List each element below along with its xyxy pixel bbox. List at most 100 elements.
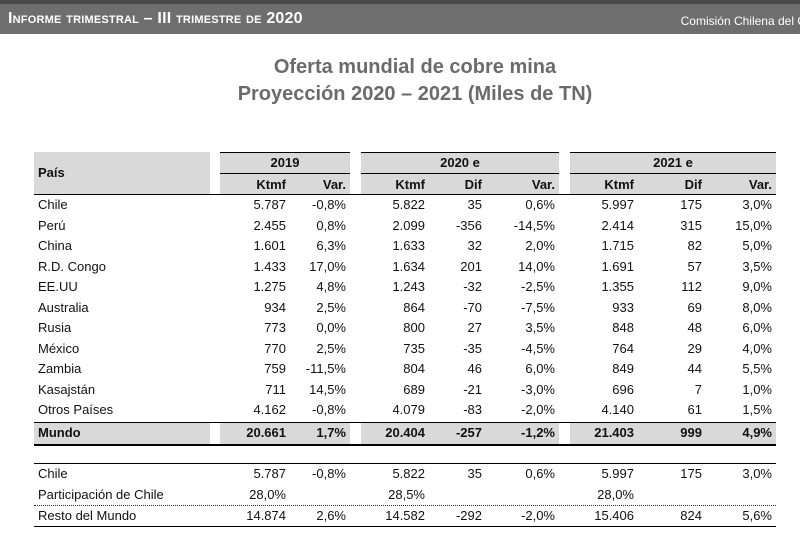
- row-dif-2021: 112: [681, 279, 702, 294]
- row-ktmf-2019: 770: [264, 341, 286, 356]
- row-var-2020: 2,0%: [525, 238, 555, 253]
- row-dif-2021: 175: [680, 197, 702, 212]
- row-var-2019: 17,0%: [309, 259, 346, 274]
- row-country: Otros Países: [38, 402, 114, 417]
- summary-chile-var-2019: -0,8%: [312, 466, 346, 481]
- row-var-2020: 0,6%: [525, 197, 555, 212]
- total-ktmf-2020: 20.404: [385, 425, 425, 440]
- row-ktmf-2019: 5.787: [253, 197, 286, 212]
- row-var-2019: 4,8%: [316, 279, 346, 294]
- rule-summary-top: [34, 463, 776, 464]
- row-var-2021: 5,0%: [742, 238, 772, 253]
- row-var-2019: -11,5%: [305, 361, 346, 376]
- row-var-2020: -7,5%: [521, 300, 555, 315]
- row-dif-2020: -70: [463, 300, 482, 315]
- row-country: R.D. Congo: [38, 259, 106, 274]
- row-dif-2020: 27: [467, 320, 482, 335]
- summary-chile-ktmf-2019: 5.787: [253, 466, 286, 481]
- rule-top-2019: [220, 152, 350, 153]
- row-ktmf-2020: 1.633: [392, 238, 425, 253]
- row-dif-2020: 32: [467, 238, 482, 253]
- total-country: Mundo: [38, 425, 81, 440]
- row-var-2021: 8,0%: [742, 300, 772, 315]
- row-dif-2021: 29: [687, 341, 702, 356]
- row-dif-2020: 201: [460, 259, 482, 274]
- subheader-ktmf-2019: Ktmf: [256, 177, 286, 192]
- subheader-var-2019: Var.: [322, 177, 346, 192]
- row-ktmf-2019: 1.275: [253, 279, 286, 294]
- total-ktmf-2019: 20.661: [246, 425, 286, 440]
- row-ktmf-2020: 864: [403, 300, 425, 315]
- year-2019-header: 2019: [270, 155, 300, 170]
- summary-rest-var-2021: 5,6%: [742, 508, 772, 523]
- subheader-dif-2020: Dif: [464, 177, 482, 192]
- rule-year-2019: [220, 173, 350, 174]
- row-ktmf-2020: 1.243: [392, 279, 425, 294]
- rule-before-total: [34, 422, 776, 423]
- row-ktmf-2020: 1.634: [392, 259, 425, 274]
- organization-name: Comisión Chilena del C: [680, 14, 800, 28]
- total-bg-country: [34, 423, 210, 444]
- row-var-2021: 6,0%: [742, 320, 772, 335]
- country-column-header: País: [38, 165, 65, 180]
- total-var-2020: -1,2%: [521, 425, 555, 440]
- table-subtitle: Proyección 2020 – 2021 (Miles de TN): [237, 83, 593, 105]
- total-dif-2021: 999: [680, 425, 702, 440]
- row-dif-2020: 35: [467, 197, 482, 212]
- report-banner: Informe trimestral – III trimestre de 20…: [0, 0, 800, 34]
- row-var-2019: 0,8%: [316, 218, 346, 233]
- rule-header-bottom: [34, 194, 776, 195]
- row-country: Rusia: [38, 320, 72, 335]
- row-country: Australia: [38, 300, 89, 315]
- summary-rest-dif-2021: 824: [680, 508, 702, 523]
- summary-rest-var-2019: 2,6%: [316, 508, 346, 523]
- row-dif-2021: 315: [680, 218, 702, 233]
- total-bg-2020: [361, 423, 559, 444]
- row-ktmf-2019: 4.162: [253, 402, 286, 417]
- total-bg-2021: [570, 423, 776, 444]
- row-country: Perú: [38, 218, 66, 233]
- row-var-2020: -4,5%: [521, 341, 555, 356]
- summary-share-2021: 28,0%: [597, 487, 634, 502]
- row-ktmf-2021: 1.691: [601, 259, 634, 274]
- row-var-2021: 1,5%: [742, 402, 772, 417]
- row-var-2021: 15,0%: [735, 218, 772, 233]
- row-var-2020: -2,5%: [521, 279, 555, 294]
- rule-after-total: [34, 444, 776, 446]
- row-var-2019: 6,3%: [316, 238, 346, 253]
- row-var-2021: 3,0%: [742, 197, 772, 212]
- row-dif-2021: 7: [694, 382, 702, 397]
- row-ktmf-2021: 1.715: [601, 238, 634, 253]
- summary-share-label: Participación de Chile: [38, 487, 164, 502]
- summary-chile-dif-2021: 175: [680, 466, 702, 481]
- row-var-2020: 6,0%: [525, 361, 555, 376]
- rule-summary-dotted: [34, 505, 776, 506]
- subheader-ktmf-2021: Ktmf: [604, 177, 634, 192]
- row-var-2019: 2,5%: [316, 341, 346, 356]
- row-country: Zambia: [38, 361, 82, 376]
- row-dif-2020: -21: [463, 382, 482, 397]
- row-var-2020: -2,0%: [521, 402, 555, 417]
- row-dif-2020: -356: [455, 218, 482, 233]
- row-ktmf-2021: 848: [612, 320, 634, 335]
- year-2020-header: 2020 e: [440, 155, 480, 170]
- row-var-2021: 9,0%: [742, 279, 772, 294]
- row-ktmf-2021: 764: [612, 341, 634, 356]
- row-var-2020: -14,5%: [513, 218, 555, 233]
- summary-rest-ktmf-2020: 14.582: [385, 508, 425, 523]
- header-bg-country: [34, 152, 210, 194]
- total-var-2021: 4,9%: [742, 425, 772, 440]
- row-dif-2021: 82: [687, 238, 702, 253]
- row-country: EE.UU: [38, 279, 78, 294]
- row-ktmf-2021: 849: [612, 361, 634, 376]
- row-var-2020: 3,5%: [525, 320, 555, 335]
- row-ktmf-2019: 773: [264, 320, 286, 335]
- row-dif-2020: -83: [463, 402, 482, 417]
- table-title: Oferta mundial de cobre mina: [273, 56, 557, 78]
- summary-chile-dif-2020: 35: [467, 466, 482, 481]
- row-var-2021: 5,5%: [742, 361, 772, 376]
- report-title: Informe trimestral – III trimestre de 20…: [8, 10, 303, 27]
- row-ktmf-2020: 2.099: [392, 218, 425, 233]
- subheader-var-2020: Var.: [531, 177, 555, 192]
- summary-chile-var-2021: 3,0%: [742, 466, 772, 481]
